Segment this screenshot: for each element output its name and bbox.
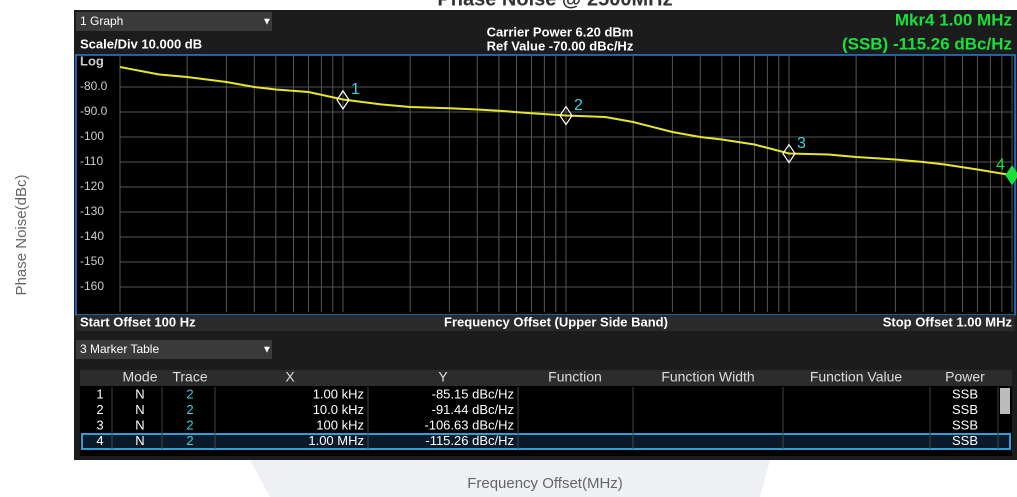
column-header: Function	[548, 369, 602, 385]
selected-row	[81, 433, 1011, 450]
x-axis-label: Frequency Offset(MHz)	[467, 475, 623, 492]
marker-readout-value: (SSB) -115.26 dBc/Hz	[842, 34, 1012, 53]
column-header: Y	[438, 369, 448, 385]
x-axis-title: Frequency Offset (Upper Side Band)	[444, 314, 668, 329]
column-header: Function Value	[810, 369, 903, 385]
table-cell: 2	[186, 417, 193, 432]
table-cell: N	[135, 433, 144, 448]
table-cell: -115.26 dBc/Hz	[425, 433, 514, 448]
backdrop	[250, 460, 770, 497]
table-cell: 10.0 kHz	[313, 402, 364, 417]
column-header: Power	[945, 369, 985, 385]
marker-label: 3	[797, 135, 806, 152]
trace-layer: 1 2 3 4	[119, 66, 1017, 186]
scale-div: Scale/Div 10.000 dB	[80, 36, 202, 51]
plot-area	[75, 54, 1016, 316]
graph-menu[interactable]	[76, 12, 272, 31]
table-menu-label: 3 Marker Table	[80, 342, 159, 356]
y-tick-label: -110	[80, 154, 103, 168]
y-axis-label: Phase Noise(dBc)	[13, 175, 30, 296]
marker-diamond	[782, 143, 796, 164]
table-cell: SSB	[952, 402, 978, 417]
table-cell: 2	[96, 402, 103, 417]
y-tick-label: -160	[80, 279, 104, 293]
stop-offset: Stop Offset 1.00 MHz	[883, 314, 1013, 329]
column-header: Function Width	[661, 369, 754, 385]
marker-diamond	[336, 89, 350, 110]
marker-diamond	[559, 105, 573, 126]
marker-label: 4	[996, 156, 1005, 173]
column-header: Trace	[172, 369, 207, 385]
table-body: Mode Trace X Y Function Function Width Functio…	[81, 369, 1011, 450]
y-tick-label: -120	[80, 179, 104, 193]
carrier-power: Carrier Power 6.20 dBm	[487, 24, 634, 39]
start-offset: Start Offset 100 Hz	[80, 314, 196, 329]
column-header: X	[285, 369, 295, 385]
y-tick-label: -90.0	[80, 104, 108, 118]
grid: -80.0 -90.0 -100 -110 -120 -130 -140 -150 -160	[80, 56, 1013, 312]
column-header: Mode	[122, 369, 157, 385]
ref-value: Ref Value -70.00 dBc/Hz	[487, 38, 634, 53]
table-cell: 100 kHz	[316, 417, 364, 432]
table-cell: 2	[186, 386, 193, 401]
table-cell: SSB	[952, 417, 978, 432]
dropdown-arrow: ▼	[262, 17, 272, 28]
table-cell: 2	[186, 402, 193, 417]
marker-label: 1	[351, 81, 360, 98]
table-cell: -85.15 dBc/Hz	[432, 386, 514, 401]
table-cell: SSB	[952, 433, 978, 448]
y-tick-label: -150	[80, 254, 104, 268]
graph-menu-label: 1 Graph	[80, 14, 123, 28]
table-header	[80, 370, 1012, 386]
y-tick-label: -140	[80, 229, 104, 243]
scrollbar[interactable]	[1000, 388, 1010, 414]
table-cell: 2	[186, 433, 193, 448]
table-cell: 1.00 MHz	[308, 433, 364, 448]
table-cell: -106.63 dBc/Hz	[424, 417, 514, 432]
y-tick-label: -80.0	[80, 79, 108, 93]
table-cell: 4	[96, 433, 103, 448]
table-cell: N	[135, 417, 144, 432]
marker-label: 2	[574, 97, 583, 114]
marker-readout-freq: Mkr4 1.00 MHz	[895, 10, 1012, 29]
table-menu[interactable]	[76, 340, 272, 359]
axis-bar	[76, 315, 1015, 331]
table-cell: 1	[96, 386, 103, 401]
dropdown-arrow: ▼	[262, 345, 272, 356]
table-cell: N	[135, 402, 144, 417]
table-cell: 3	[96, 417, 103, 432]
table-cell: SSB	[952, 386, 978, 401]
y-tick-label: -100	[80, 129, 104, 143]
trace	[119, 66, 1013, 177]
table-cell: N	[135, 386, 144, 401]
scale-type: Log	[80, 53, 104, 68]
table-cell: -91.44 dBc/Hz	[432, 402, 514, 417]
page-title: Phase Noise @ 2500MHz	[437, 0, 672, 10]
y-tick-label: -130	[80, 204, 104, 218]
table-cell: 1.00 kHz	[313, 386, 364, 401]
marker-diamond	[1005, 165, 1017, 186]
